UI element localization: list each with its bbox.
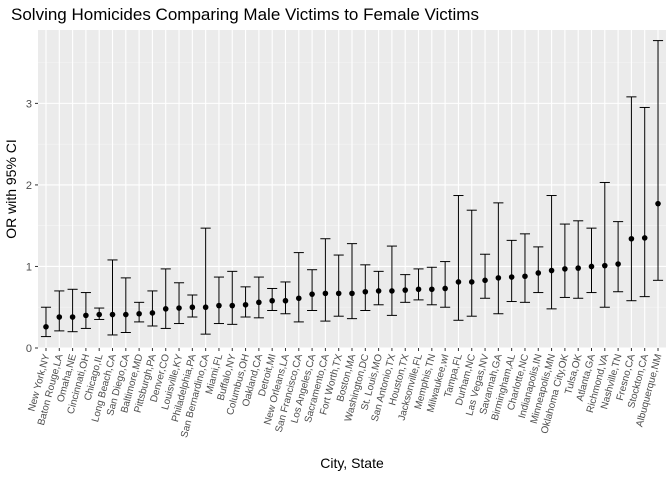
- data-point: [176, 305, 182, 311]
- data-point: [43, 324, 49, 330]
- data-point: [136, 310, 142, 317]
- data-point: [389, 288, 395, 294]
- y-axis: 0 1 2 3: [26, 98, 38, 355]
- data-point: [202, 304, 209, 311]
- data-point: [468, 279, 475, 285]
- data-point: [628, 235, 635, 242]
- data-point: [442, 285, 448, 292]
- data-point: [69, 314, 76, 320]
- data-point: [508, 274, 515, 280]
- data-point: [256, 299, 262, 306]
- data-point: [162, 306, 169, 312]
- data-point: [641, 235, 648, 241]
- data-point: [588, 263, 595, 270]
- data-point: [615, 261, 621, 267]
- data-point: [402, 287, 409, 293]
- data-point: [655, 200, 661, 207]
- data-point: [269, 297, 275, 304]
- data-point: [189, 304, 196, 311]
- data-point: [548, 267, 555, 274]
- data-point: [83, 312, 89, 319]
- data-point: [295, 295, 302, 302]
- y-tick-label: 2: [26, 180, 32, 192]
- data-point: [149, 310, 156, 316]
- data-point: [601, 262, 608, 269]
- y-axis-title: OR with 95% CI: [3, 139, 19, 239]
- chart-title: Solving Homicides Comparing Male Victims…: [11, 5, 479, 24]
- y-tick-label: 0: [26, 343, 32, 355]
- data-point: [362, 288, 369, 295]
- data-point: [495, 275, 502, 281]
- data-point: [482, 277, 488, 284]
- data-point: [309, 291, 315, 297]
- data-point: [242, 301, 249, 308]
- data-point: [123, 311, 129, 318]
- x-axis-title: City, State: [320, 455, 384, 471]
- y-tick-label: 3: [26, 98, 32, 110]
- data-point: [522, 273, 528, 280]
- data-point: [349, 290, 355, 297]
- data-point: [282, 297, 289, 304]
- data-point: [109, 311, 116, 318]
- data-point: [216, 302, 222, 309]
- data-point: [96, 311, 103, 318]
- data-point: [535, 270, 542, 276]
- data-point: [375, 288, 382, 294]
- data-point: [335, 290, 342, 297]
- error-bars-and-points: [40, 40, 664, 338]
- data-point: [229, 302, 236, 309]
- data-point: [575, 265, 581, 271]
- data-point: [455, 279, 462, 285]
- data-point: [562, 266, 568, 272]
- data-point: [429, 286, 435, 293]
- data-point: [56, 314, 63, 320]
- y-tick-label: 1: [26, 261, 32, 273]
- data-point: [322, 290, 329, 297]
- data-point: [415, 286, 422, 293]
